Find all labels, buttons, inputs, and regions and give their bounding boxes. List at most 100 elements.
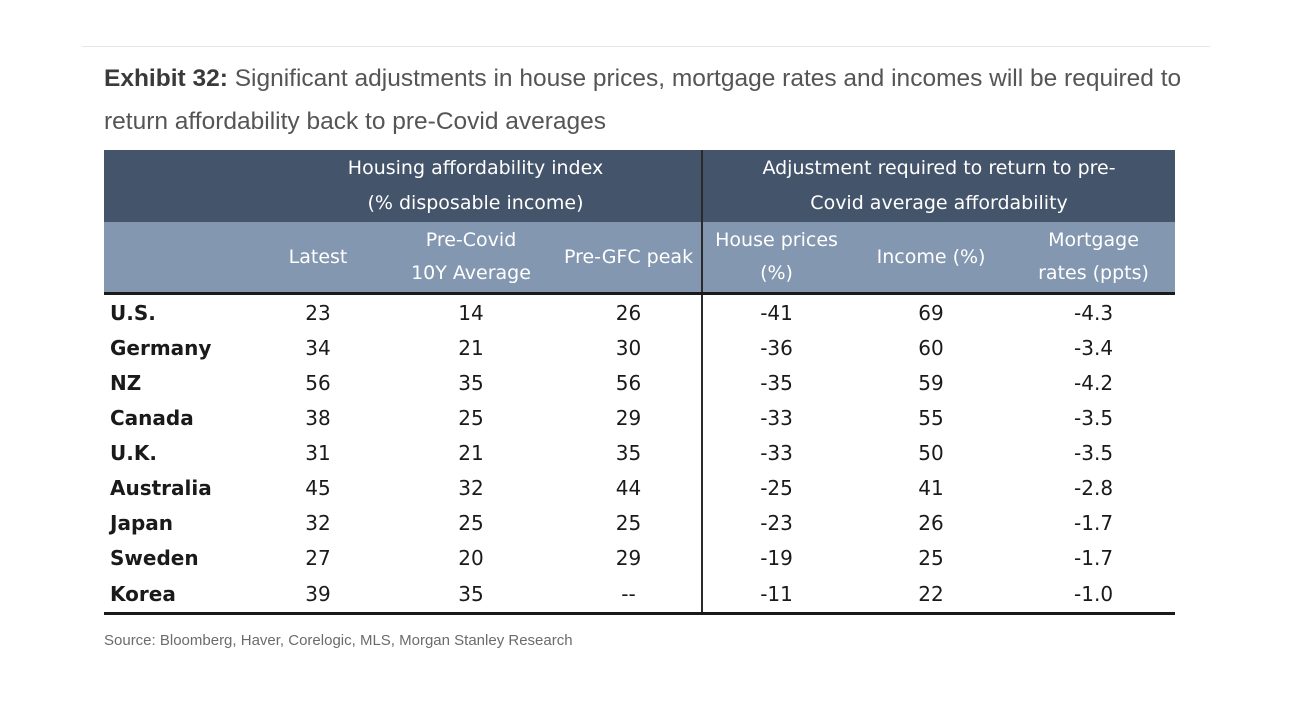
value-cell: -33 [760,440,793,465]
group-header-adjustment: Adjustment required to return to pre- Co… [702,150,1176,222]
table-row: Australia 45 32 44 -25 41 -2.8 [104,470,1175,505]
header-corner [104,150,250,222]
column-header-row: Latest Pre-Covid 10Y Average Pre-GFC peak Ho… [104,222,1176,295]
column-header-line: Mortgage [1048,229,1139,251]
value-cell: 56 [556,365,704,400]
country-cell: Australia [110,475,212,500]
value-cell: 31 [305,440,331,465]
value-cell: 21 [458,440,484,465]
value-cell: 25 [458,510,484,535]
value-cell: -19 [760,545,793,570]
value-cell: 35 [386,575,556,615]
value-cell: -2.8 [1074,475,1114,500]
table-row: U.K. 31 21 35 -33 50 -3.5 [104,435,1175,470]
value-cell: -35 [760,370,793,395]
value-cell: 39 [250,575,386,615]
value-cell: 23 [305,300,331,325]
value-cell: 26 [556,293,704,330]
table-row: Canada 38 25 29 -33 55 -3.5 [104,400,1175,435]
value-cell: 25 [918,545,944,570]
group-header-line: Housing affordability index [347,157,604,179]
latest-column-header: Latest [250,222,386,295]
value-cell: 29 [556,400,704,435]
mortgage-rates-column-header: Mortgage rates (ppts) [1012,222,1176,295]
country-cell: U.S. [110,300,156,325]
column-header-line: House prices [715,229,838,251]
affordability-table: Housing affordability index (% disposabl… [104,150,1176,615]
income-column-header: Income (%) [850,222,1013,295]
value-cell: 35 [556,435,704,470]
country-cell: Canada [110,405,194,430]
value-cell: 27 [305,545,331,570]
value-cell: 21 [458,335,484,360]
value-cell: 69 [918,300,944,325]
column-header-line: Income (%) [876,245,986,268]
country-cell: Japan [110,510,173,535]
column-header-line: Pre-GFC peak [563,245,694,268]
group-header-line: (% disposable income) [367,192,584,214]
table-row: Japan 32 25 25 -23 26 -1.7 [104,505,1175,540]
table-body: U.S. 23 14 26 -41 69 -4.3 Germany 34 21 30 -36 60 -3.… [104,293,1176,615]
value-cell: 45 [305,475,331,500]
house-prices-column-header: House prices (%) [702,222,851,295]
exhibit-number: Exhibit 32: [104,65,228,92]
column-header-line: Latest [288,245,348,268]
column-header-line: Pre-Covid [425,229,517,251]
exhibit-caption: Significant adjustments in house prices,… [104,65,1182,135]
value-cell: 32 [305,510,331,535]
value-cell: 22 [850,575,1013,615]
value-cell: 56 [305,370,331,395]
value-cell: 41 [918,475,944,500]
value-cell: -3.5 [1074,405,1114,430]
value-cell: 25 [556,505,704,540]
value-cell: 30 [556,330,704,365]
value-cell: -11 [702,575,851,615]
value-cell: -3.5 [1074,440,1114,465]
value-cell: 60 [918,335,944,360]
value-cell: -4.3 [1074,300,1114,325]
value-cell: 38 [305,405,331,430]
value-cell: 50 [918,440,944,465]
value-cell: 29 [556,540,704,575]
table-row: Germany 34 21 30 -36 60 -3.4 [104,330,1175,365]
value-cell: 35 [458,370,484,395]
table-row: Korea 39 35 -- -11 22 -1.0 [104,575,1176,615]
value-cell: -4.2 [1074,370,1114,395]
value-cell: -25 [760,475,793,500]
column-header-line: 10Y Average [411,262,531,284]
value-cell: -23 [760,510,793,535]
column-header-line: (%) [760,262,793,284]
pre-gfc-peak-column-header: Pre-GFC peak [556,222,704,295]
value-cell: 34 [305,335,331,360]
value-cell: -1.0 [1012,575,1176,615]
value-cell: -3.4 [1074,335,1114,360]
source-note: Source: Bloomberg, Haver, Corelogic, MLS… [104,632,573,649]
top-divider [82,46,1210,47]
column-header-line: rates (ppts) [1038,262,1149,284]
group-header-line: Covid average affordability [810,192,1068,214]
value-cell: -1.7 [1074,510,1114,535]
value-cell: -33 [760,405,793,430]
group-header-line: Adjustment required to return to pre- [762,157,1116,179]
country-cell: Germany [110,335,212,360]
exhibit-title: Exhibit 32: Significant adjustments in h… [104,57,1204,143]
value-cell: 55 [918,405,944,430]
value-cell: -36 [760,335,793,360]
country-column-header [104,222,250,295]
value-cell: -41 [760,300,793,325]
value-cell: 32 [458,475,484,500]
country-cell: NZ [110,370,142,395]
value-cell: 25 [458,405,484,430]
value-cell: 44 [556,470,704,505]
value-cell: 14 [458,300,484,325]
value-cell: 26 [918,510,944,535]
group-header-affordability: Housing affordability index (% disposabl… [250,150,704,222]
country-cell: Korea [104,575,250,615]
country-cell: U.K. [110,440,157,465]
value-cell: -- [556,575,704,615]
pre-covid-avg-column-header: Pre-Covid 10Y Average [386,222,556,295]
affordability-table-wrap: Housing affordability index (% disposabl… [104,150,1176,615]
table-row: Sweden 27 20 29 -19 25 -1.7 [104,540,1175,575]
country-cell: Sweden [110,545,199,570]
value-cell: 20 [458,545,484,570]
